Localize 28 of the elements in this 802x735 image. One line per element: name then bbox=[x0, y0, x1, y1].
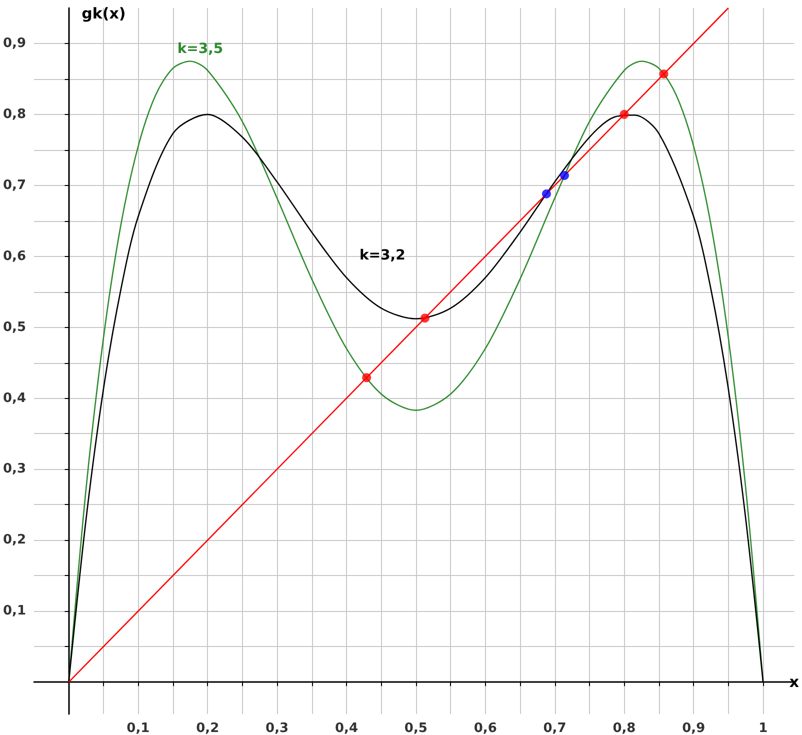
series-label: k=3,5 bbox=[177, 41, 224, 58]
series-label: k=3,2 bbox=[359, 248, 406, 264]
x-tick-label: 0,6 bbox=[474, 721, 497, 735]
x-tick-label: 0,4 bbox=[334, 721, 358, 735]
point bbox=[420, 314, 430, 323]
x-tick-label: 0,1 bbox=[126, 721, 150, 735]
y-axis-title: gk(x) bbox=[82, 4, 126, 22]
x-tick-label: 0,2 bbox=[196, 721, 220, 735]
x-tick-label: 1 bbox=[758, 721, 768, 735]
y-tick-label: 0,4 bbox=[3, 390, 26, 406]
x-tick-label: 0,3 bbox=[266, 721, 289, 735]
point bbox=[362, 373, 372, 382]
x-tick-label: 0,7 bbox=[543, 721, 566, 735]
y-tick-label: 0,5 bbox=[3, 320, 26, 335]
y-tick-label: 0,1 bbox=[3, 604, 26, 619]
x-tick-label: 0,9 bbox=[682, 721, 706, 735]
y-tick-label: 0,6 bbox=[3, 248, 26, 264]
y-tick-label: 0,2 bbox=[3, 532, 26, 548]
point bbox=[560, 170, 569, 180]
y-tick-label: 0,8 bbox=[3, 106, 26, 122]
point bbox=[659, 69, 668, 78]
y-tick-label: 0,7 bbox=[3, 178, 26, 193]
y-tick-label: 0,3 bbox=[3, 462, 26, 477]
point bbox=[542, 189, 551, 198]
y-tick-label: 0,9 bbox=[3, 36, 26, 51]
point bbox=[620, 110, 629, 119]
x-tick-label: 0,5 bbox=[404, 721, 428, 735]
x-tick-label: 0,8 bbox=[612, 721, 636, 735]
